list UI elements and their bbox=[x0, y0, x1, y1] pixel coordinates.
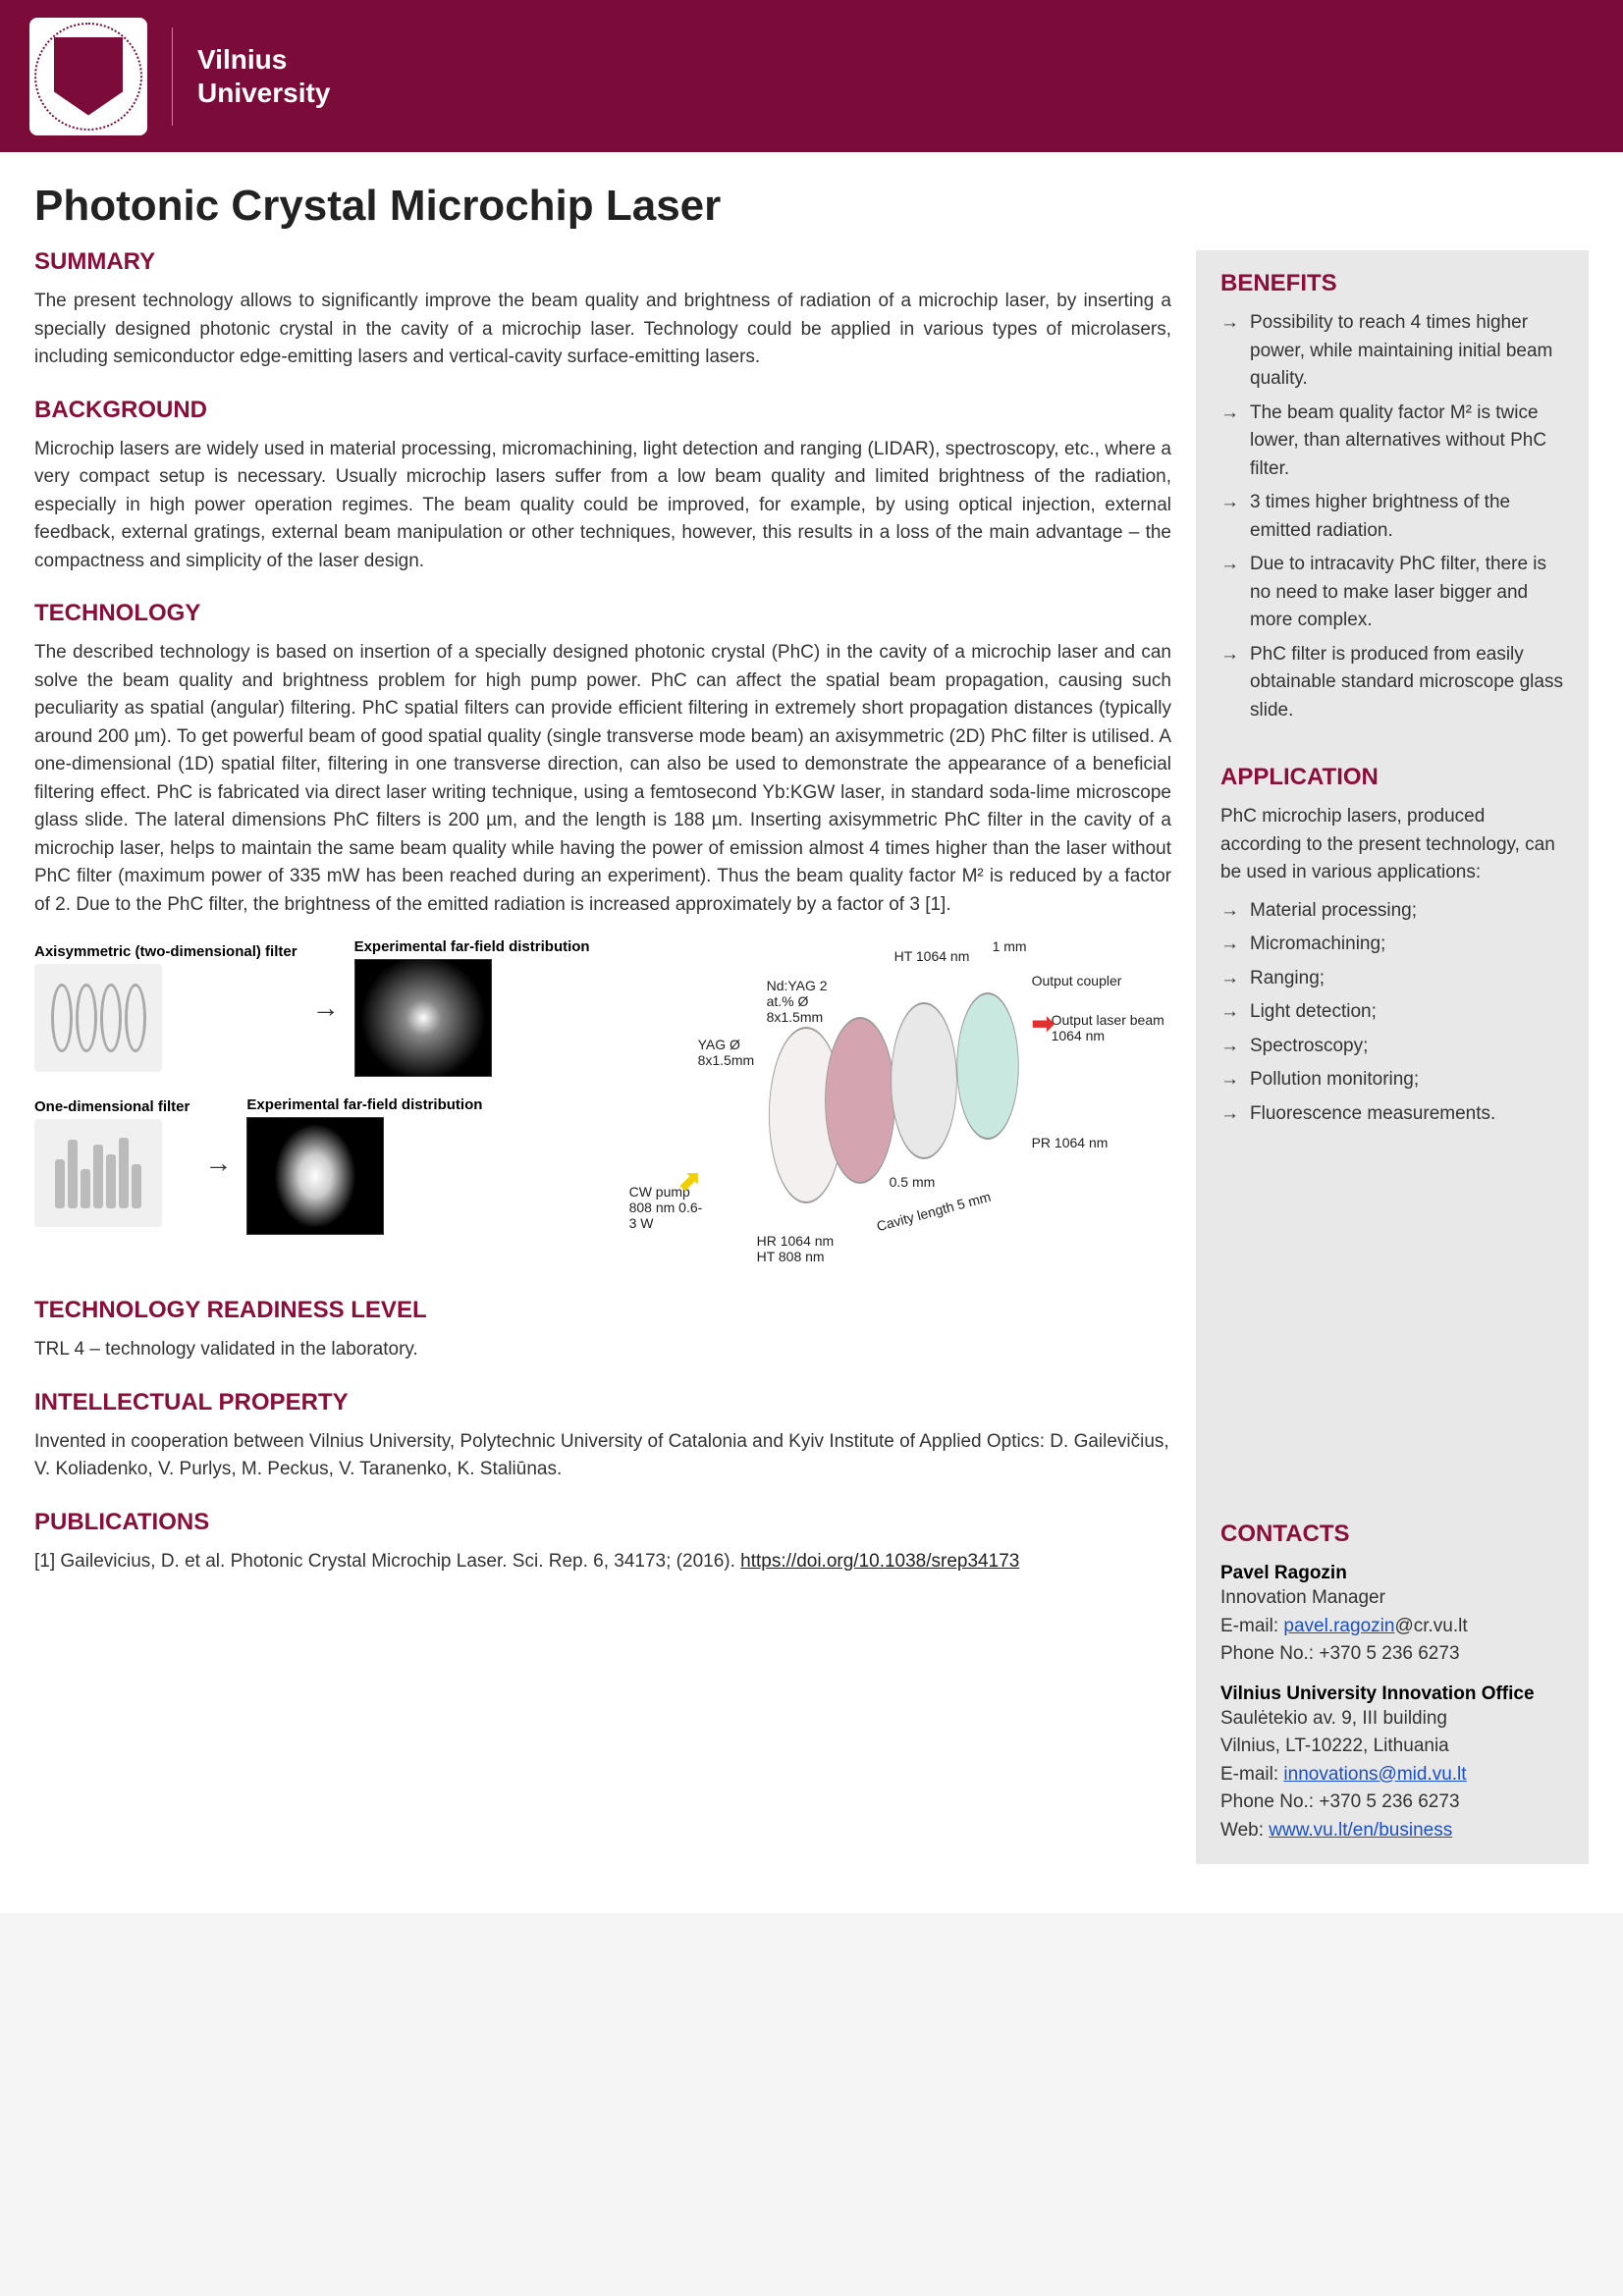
arrow-right-icon: → bbox=[312, 992, 340, 1024]
onedimensional-filter-icon bbox=[34, 1119, 162, 1227]
farfield-label-1: Experimental far-field distribution bbox=[354, 938, 590, 955]
office-email-line: E-mail: innovations@mid.vu.lt bbox=[1220, 1761, 1564, 1789]
arrow-right-icon: → bbox=[204, 1148, 232, 1179]
contact-name: Pavel Ragozin bbox=[1220, 1563, 1564, 1584]
benefit-item: Possibility to reach 4 times higher powe… bbox=[1220, 309, 1564, 394]
schem-output-beam: Output laser beam 1064 nm bbox=[1052, 1012, 1169, 1043]
office-name: Vilnius University Innovation Office bbox=[1220, 1683, 1564, 1705]
university-name-line1: Vilnius bbox=[197, 43, 330, 77]
arrow-pump-icon: ⬈ bbox=[678, 1164, 701, 1197]
university-name-line2: University bbox=[197, 77, 330, 110]
publication-text: [1] Gailevicius, D. et al. Photonic Crys… bbox=[34, 1551, 740, 1572]
summary-heading: SUMMARY bbox=[34, 248, 1171, 276]
application-item: Material processing; bbox=[1220, 897, 1564, 926]
application-item: Ranging; bbox=[1220, 965, 1564, 993]
benefit-item: Due to intracavity PhC filter, there is … bbox=[1220, 551, 1564, 635]
schem-ndyag: Nd:YAG 2 at.% Ø 8x1.5mm bbox=[767, 978, 855, 1025]
page-body: Photonic Crystal Microchip Laser SUMMARY… bbox=[0, 152, 1623, 1913]
trl-heading: TECHNOLOGY READINESS LEVEL bbox=[34, 1297, 1171, 1324]
background-text: Microchip lasers are widely used in mate… bbox=[34, 436, 1171, 576]
schem-halfmm: 0.5 mm bbox=[890, 1174, 936, 1190]
schem-ht1064: HT 1064 nm bbox=[894, 948, 970, 964]
technology-heading: TECHNOLOGY bbox=[34, 600, 1171, 627]
contact-phone-line: Phone No.: +370 5 236 6273 bbox=[1220, 1640, 1564, 1669]
application-item: Light detection; bbox=[1220, 998, 1564, 1027]
axisymmetric-label: Axisymmetric (two-dimensional) filter bbox=[34, 943, 298, 960]
office-email-link[interactable]: innovations@mid.vu.lt bbox=[1283, 1764, 1466, 1785]
farfield-label-2: Experimental far-field distribution bbox=[246, 1096, 482, 1113]
schem-cavity: Cavity length 5 mm bbox=[875, 1189, 993, 1234]
onedimensional-label: One-dimensional filter bbox=[34, 1098, 189, 1115]
scale-label: 25 mrad bbox=[246, 1217, 482, 1229]
onedimensional-row: One-dimensional filter → Experim bbox=[34, 1096, 590, 1229]
summary-text: The present technology allows to signifi… bbox=[34, 288, 1171, 372]
technology-text: The described technology is based on ins… bbox=[34, 639, 1171, 919]
application-item: Spectroscopy; bbox=[1220, 1033, 1564, 1061]
application-intro: PhC microchip lasers, produced according… bbox=[1220, 803, 1564, 887]
background-heading: BACKGROUND bbox=[34, 397, 1171, 424]
contact-title: Innovation Manager bbox=[1220, 1584, 1564, 1613]
page-title: Photonic Crystal Microchip Laser bbox=[34, 182, 1171, 231]
farfield-2d-image bbox=[354, 959, 492, 1077]
office-address2: Vilnius, LT-10222, Lithuania bbox=[1220, 1733, 1564, 1761]
application-heading: APPLICATION bbox=[1220, 764, 1564, 791]
office-web-line: Web: www.vu.lt/en/business bbox=[1220, 1817, 1564, 1845]
axisymmetric-row: Axisymmetric (two-dimensional) filter → … bbox=[34, 938, 590, 1077]
ip-text: Invented in cooperation between Vilnius … bbox=[34, 1428, 1171, 1484]
application-item: Fluorescence measurements. bbox=[1220, 1100, 1564, 1129]
publications-heading: PUBLICATIONS bbox=[34, 1509, 1171, 1536]
office-phone-line: Phone No.: +370 5 236 6273 bbox=[1220, 1789, 1564, 1817]
header-bar: Vilnius University bbox=[0, 0, 1623, 152]
laser-schematic: HT 1064 nm 1 mm Output coupler Output la… bbox=[620, 938, 1171, 1272]
filter-diagrams-column: Axisymmetric (two-dimensional) filter → … bbox=[34, 938, 590, 1229]
benefit-item: 3 times higher brightness of the emitted… bbox=[1220, 489, 1564, 545]
ip-heading: INTELLECTUAL PROPERTY bbox=[34, 1389, 1171, 1416]
schem-1mm: 1 mm bbox=[993, 938, 1027, 954]
contact-person: Pavel Ragozin Innovation Manager E-mail:… bbox=[1220, 1563, 1564, 1669]
application-item: Micromachining; bbox=[1220, 931, 1564, 959]
office-address1: Saulėtekio av. 9, III building bbox=[1220, 1705, 1564, 1734]
schem-hrht: HR 1064 nm HT 808 nm bbox=[757, 1233, 855, 1264]
contact-email-line: E-mail: pavel.ragozin@cr.vu.lt bbox=[1220, 1613, 1564, 1641]
axisymmetric-filter-icon bbox=[34, 964, 162, 1072]
figure-area: Axisymmetric (two-dimensional) filter → … bbox=[34, 938, 1171, 1272]
benefit-item: PhC filter is produced from easily obtai… bbox=[1220, 641, 1564, 725]
main-column: Photonic Crystal Microchip Laser SUMMARY… bbox=[34, 182, 1171, 1864]
office-web-link[interactable]: www.vu.lt/en/business bbox=[1269, 1820, 1452, 1841]
university-name: Vilnius University bbox=[197, 43, 330, 109]
arrow-output-icon: ➡ bbox=[1032, 1007, 1055, 1040]
contact-email-link[interactable]: pavel.ragozin bbox=[1283, 1616, 1394, 1636]
schem-pr1064: PR 1064 nm bbox=[1032, 1135, 1109, 1150]
publication-link[interactable]: https://doi.org/10.1038/srep34173 bbox=[740, 1551, 1019, 1572]
benefit-item: The beam quality factor M² is twice lowe… bbox=[1220, 400, 1564, 484]
schem-yag: YAG Ø 8x1.5mm bbox=[698, 1037, 786, 1068]
sidebar-column: BENEFITS Possibility to reach 4 times hi… bbox=[1196, 250, 1589, 1864]
university-logo bbox=[29, 18, 147, 135]
application-list: Material processing; Micromachining; Ran… bbox=[1220, 897, 1564, 1129]
application-item: Pollution monitoring; bbox=[1220, 1066, 1564, 1095]
contact-office: Vilnius University Innovation Office Sau… bbox=[1220, 1683, 1564, 1845]
trl-text: TRL 4 – technology validated in the labo… bbox=[34, 1336, 1171, 1364]
contacts-heading: CONTACTS bbox=[1220, 1521, 1564, 1548]
benefits-heading: BENEFITS bbox=[1220, 270, 1564, 297]
schem-output-coupler: Output coupler bbox=[1032, 973, 1122, 988]
header-divider bbox=[172, 27, 173, 126]
publication-entry: [1] Gailevicius, D. et al. Photonic Crys… bbox=[34, 1548, 1171, 1576]
benefits-list: Possibility to reach 4 times higher powe… bbox=[1220, 309, 1564, 724]
